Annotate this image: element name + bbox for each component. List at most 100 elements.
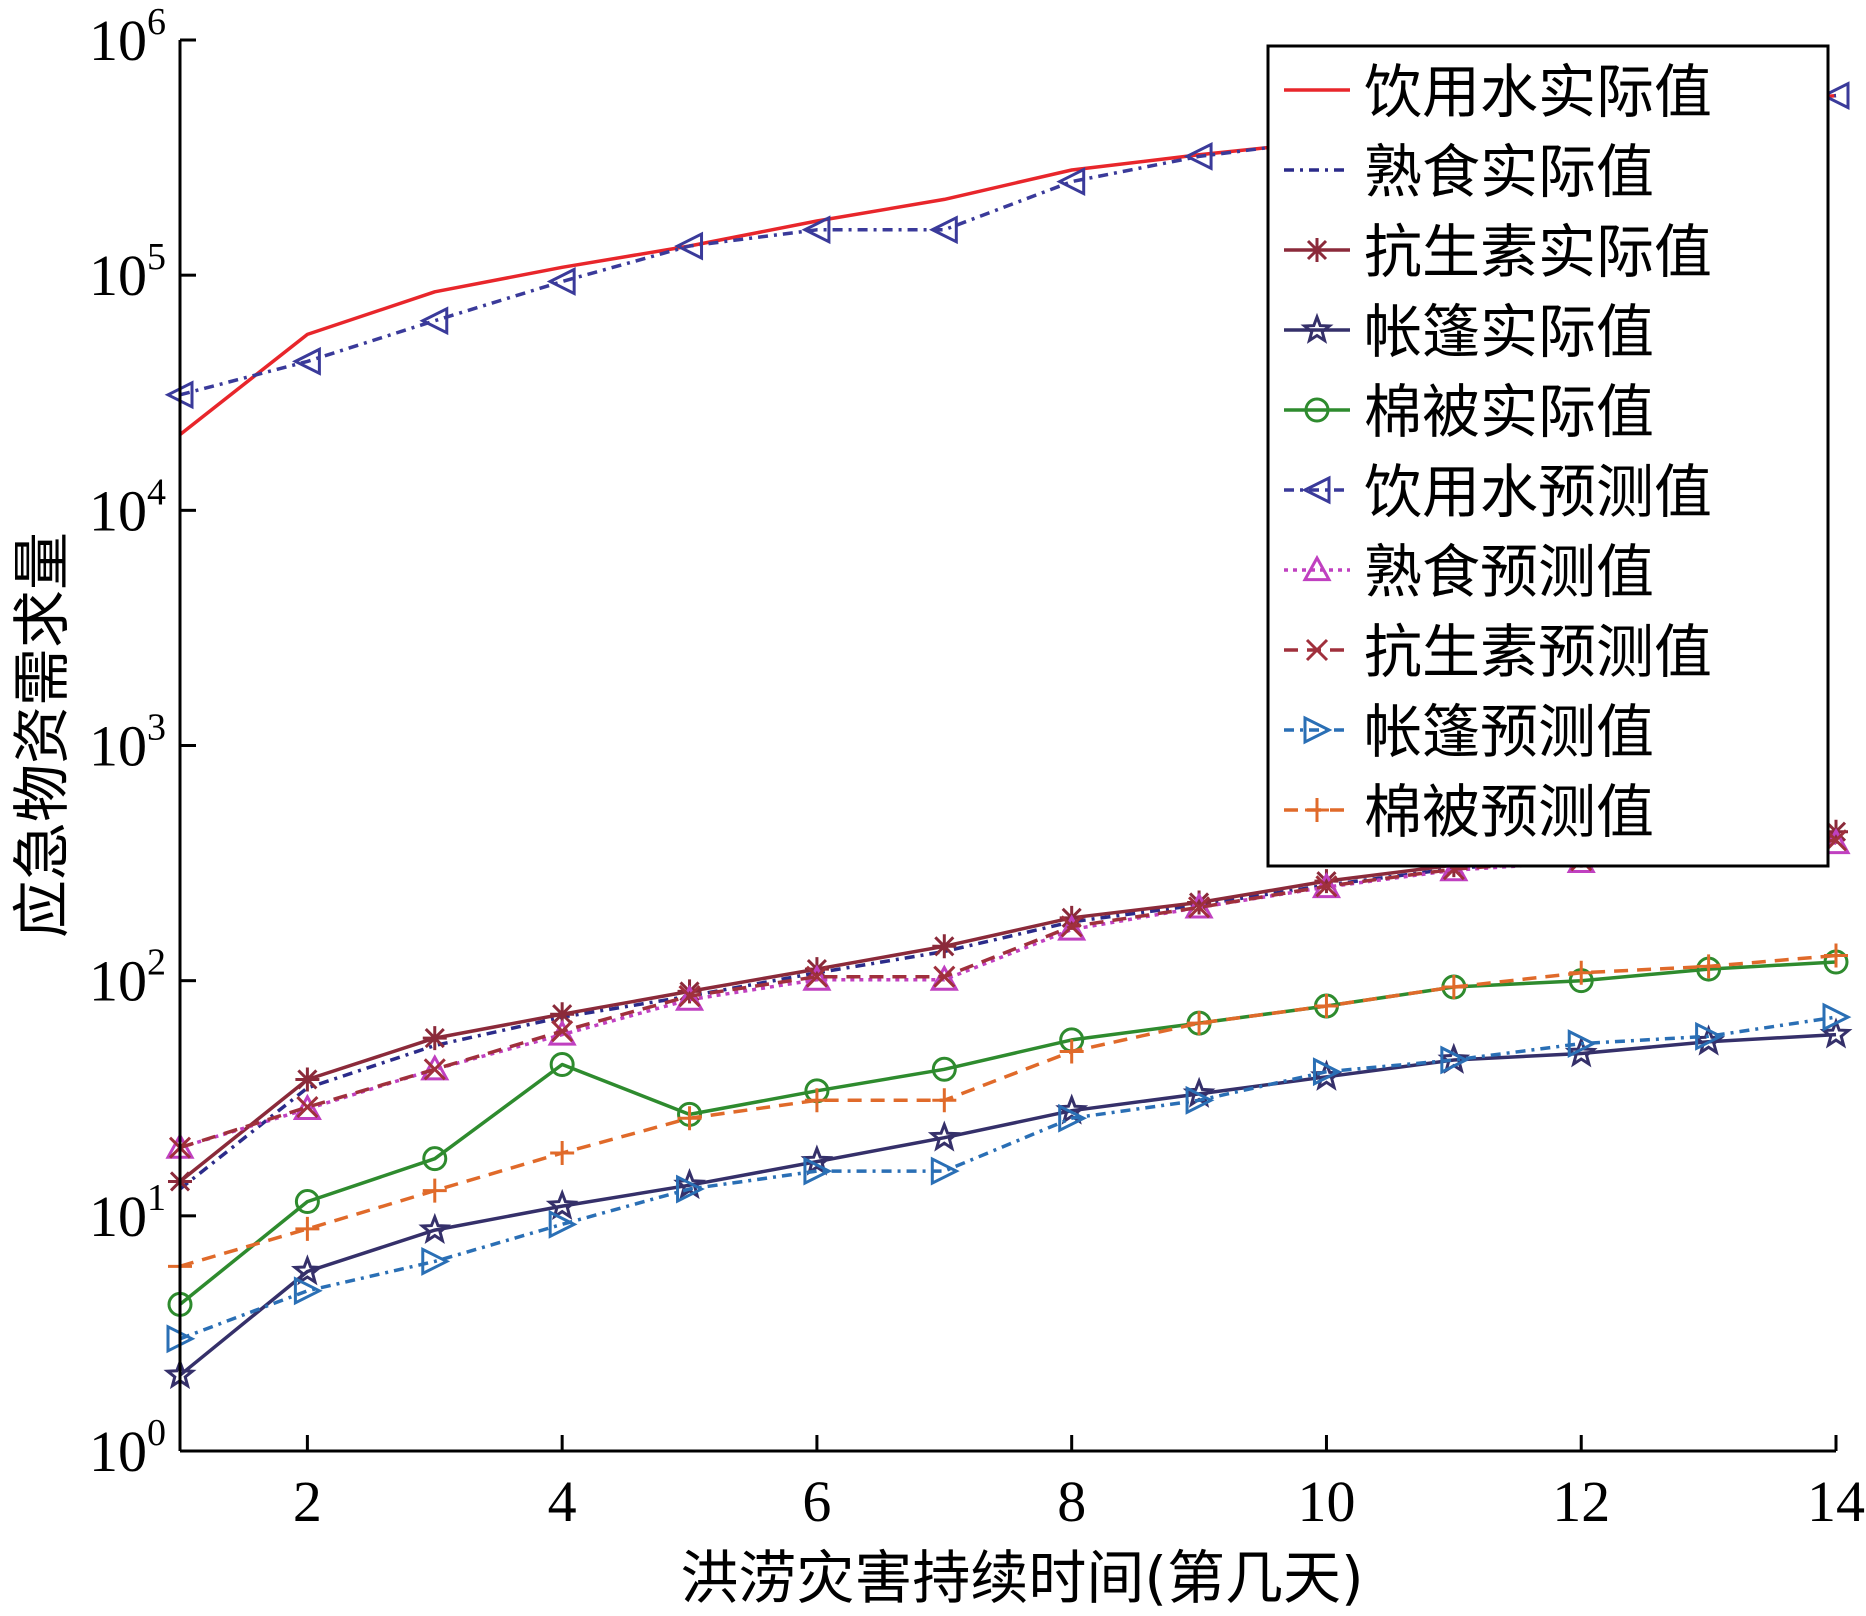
legend-item: 饮用水实际值 [1284, 58, 1712, 126]
legend-marker [1302, 554, 1332, 582]
data-point [1564, 1036, 1598, 1068]
legend-item: 抗生素预测值 [1284, 618, 1712, 686]
data-point [932, 934, 957, 959]
legend-box [1266, 44, 1830, 868]
legend-label: 饮用水实际值 [1364, 58, 1712, 126]
legend-label: 棉被预测值 [1364, 778, 1654, 846]
series-line [179, 1015, 1837, 1341]
y-tick-label: 105 [89, 236, 166, 308]
data-point [677, 1106, 702, 1131]
data-point [550, 1141, 575, 1165]
x-tick-label: 14 [1807, 1469, 1865, 1534]
series-line [178, 1032, 1837, 1377]
y-tick-label: 101 [89, 1177, 166, 1249]
x-tick-label: 4 [548, 1469, 577, 1534]
legend-item: 棉被预测值 [1284, 778, 1654, 846]
data-point [1822, 1002, 1852, 1032]
series-line [178, 837, 1837, 1191]
x-tick-label: 6 [802, 1469, 831, 1534]
data-point [803, 1156, 833, 1186]
x-axis-title: 洪涝灾害持续时间(第几天) [680, 1544, 1363, 1612]
legend-item: 熟食实际值 [1284, 138, 1654, 206]
data-point [548, 1209, 578, 1239]
data-point [933, 965, 956, 988]
data-point [1696, 954, 1721, 979]
data-point [422, 1178, 447, 1203]
legend-marker [1305, 238, 1329, 262]
data-point [550, 1002, 575, 1027]
data-point [1820, 81, 1850, 111]
data-point [290, 1254, 324, 1286]
series-line [179, 93, 1837, 397]
data-point [1824, 943, 1848, 968]
legend-marker [1303, 715, 1333, 745]
legend-label: 抗生素预测值 [1364, 618, 1712, 686]
data-point [929, 964, 959, 991]
y-tick-label: 103 [89, 707, 166, 779]
data-point [1315, 875, 1338, 898]
data-point [418, 1212, 452, 1245]
legend-label: 棉被实际值 [1364, 378, 1654, 446]
data-point [294, 1189, 320, 1215]
data-point [1695, 1021, 1724, 1051]
series-line [178, 829, 1837, 1183]
data-point [1057, 914, 1087, 941]
data-point [545, 1188, 579, 1221]
axes-layer: 2 4 6 8 10 12 14 100 101 102 103 104 105 106 [89, 1, 1865, 1534]
legend-marker [1305, 638, 1329, 662]
data-point [1187, 1011, 1212, 1036]
y-tick-label: 100 [89, 1412, 166, 1484]
data-point [1312, 1057, 1342, 1087]
data-point [422, 1146, 448, 1172]
legend-label: 帐篷实际值 [1364, 298, 1654, 366]
series-line [179, 838, 1837, 1150]
data-point [674, 984, 705, 1011]
legend-item: 帐篷预测值 [1284, 698, 1654, 766]
legend-item: 熟食预测值 [1284, 538, 1654, 606]
data-point [1187, 890, 1212, 915]
legend-label: 熟食实际值 [1364, 138, 1654, 206]
data-point [805, 965, 828, 988]
data-point [927, 1120, 961, 1152]
series-10 [168, 943, 1848, 1279]
data-point [1185, 1085, 1215, 1115]
data-point [930, 1156, 960, 1186]
data-point [1183, 141, 1213, 171]
series-7 [165, 827, 1851, 1159]
y-axis-title: 应急物资需求量 [8, 532, 76, 938]
series-line [179, 953, 1837, 1268]
legend-item: 抗生素实际值 [1284, 218, 1712, 286]
legend-item: 帐篷实际值 [1284, 298, 1654, 366]
data-point [1060, 915, 1083, 938]
data-point [292, 346, 321, 376]
data-point [1819, 1017, 1853, 1049]
data-point [928, 215, 958, 245]
y-tick-label: 102 [89, 942, 166, 1014]
series-2 [178, 837, 1837, 1191]
data-point [1059, 1039, 1084, 1064]
data-point [1058, 1103, 1088, 1133]
series-5 [167, 949, 1849, 1317]
data-point [931, 1056, 957, 1082]
data-point [800, 1144, 834, 1176]
data-point [551, 1020, 574, 1043]
data-point [422, 1026, 447, 1051]
series-line [178, 960, 1837, 1306]
legend-label: 熟食预测值 [1364, 538, 1654, 606]
data-point [677, 979, 702, 1004]
series-8 [168, 829, 1848, 1159]
x-tick-label: 8 [1057, 1469, 1086, 1534]
data-point [1056, 167, 1086, 197]
data-point [296, 1096, 319, 1119]
data-point [420, 1054, 450, 1081]
x-tick-label: 10 [1297, 1469, 1355, 1534]
data-point [546, 267, 576, 296]
data-point [676, 1174, 705, 1204]
series-line [179, 841, 1837, 1150]
legend-item: 棉被实际值 [1284, 378, 1654, 446]
legend-label: 抗生素实际值 [1364, 218, 1712, 286]
x-tick-label: 2 [293, 1469, 322, 1534]
data-point [1441, 974, 1466, 999]
data-point [678, 985, 701, 1008]
